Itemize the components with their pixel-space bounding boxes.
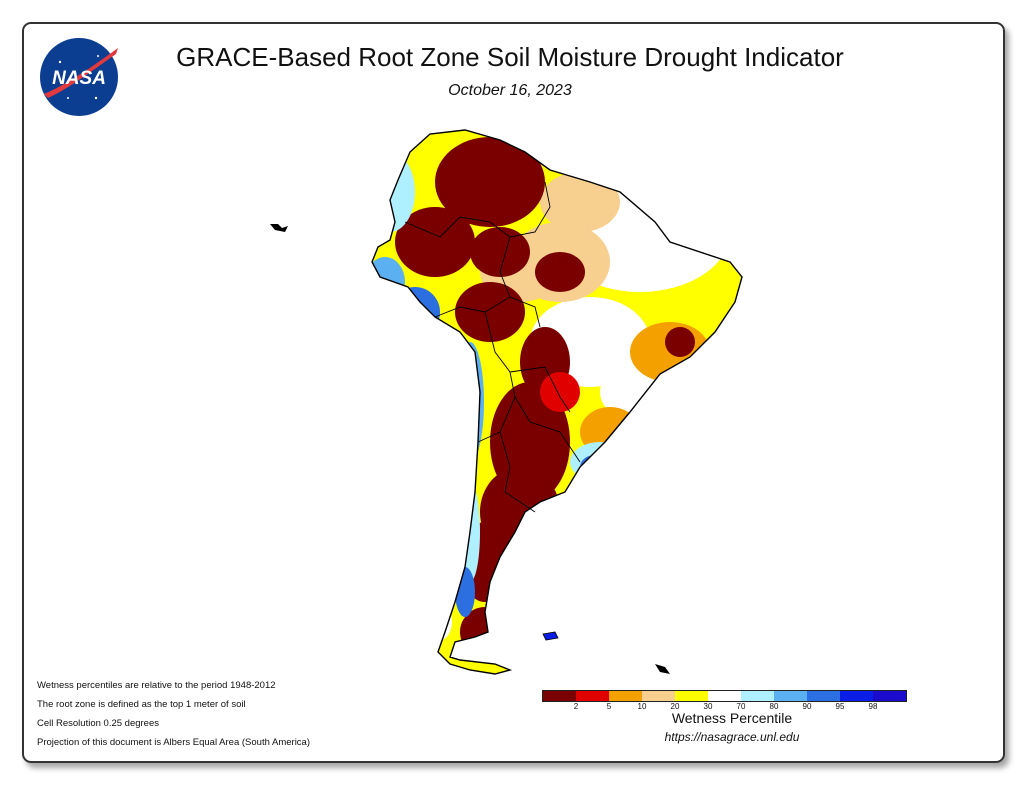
map-date: October 16, 2023	[448, 82, 572, 99]
note-period: Wetness percentiles are relative to the …	[37, 680, 276, 691]
note-resolution: Cell Resolution 0.25 degrees	[37, 718, 159, 729]
legend-tick-30: 30	[703, 702, 713, 711]
legend-ticks: 2 5 10 20 30 70 80 90 95 98	[542, 702, 922, 714]
legend-swatch-1	[576, 691, 609, 701]
legend-tick-10: 10	[637, 702, 647, 711]
legend-tick-80: 80	[769, 702, 779, 711]
legend-swatch-0	[543, 691, 576, 701]
legend-swatch-5	[708, 691, 741, 701]
legend-tick-90: 90	[802, 702, 812, 711]
legend-tick-2: 2	[573, 702, 579, 711]
legend-swatch-10	[873, 691, 906, 701]
note-projection: Projection of this document is Albers Eq…	[37, 737, 310, 748]
source-url: https://nasagrace.unl.edu	[664, 730, 800, 744]
note-root-zone: The root zone is defined as the top 1 me…	[37, 699, 246, 710]
legend-title: Wetness Percentile	[671, 710, 793, 726]
legend-tick-5: 5	[606, 702, 612, 711]
legend-tick-70: 70	[736, 702, 746, 711]
legend-color-bar	[542, 690, 907, 702]
map-notes: Wetness percentiles are relative to the …	[37, 676, 310, 752]
legend-tick-20: 20	[670, 702, 680, 711]
nasa-logo: NASA	[40, 38, 118, 116]
legend-tick-98: 98	[868, 702, 878, 711]
legend-swatch-7	[774, 691, 807, 701]
legend-swatch-4	[675, 691, 708, 701]
page-title: GRACE-Based Root Zone Soil Moisture Drou…	[176, 42, 844, 72]
legend-swatch-8	[807, 691, 840, 701]
south-america-drought-map	[270, 129, 743, 675]
legend-swatch-3	[642, 691, 675, 701]
legend-tick-95: 95	[835, 702, 845, 711]
legend-swatch-2	[609, 691, 642, 701]
nasa-logo-text: NASA	[52, 68, 106, 89]
legend-swatch-9	[840, 691, 873, 701]
legend-swatch-6	[741, 691, 774, 701]
